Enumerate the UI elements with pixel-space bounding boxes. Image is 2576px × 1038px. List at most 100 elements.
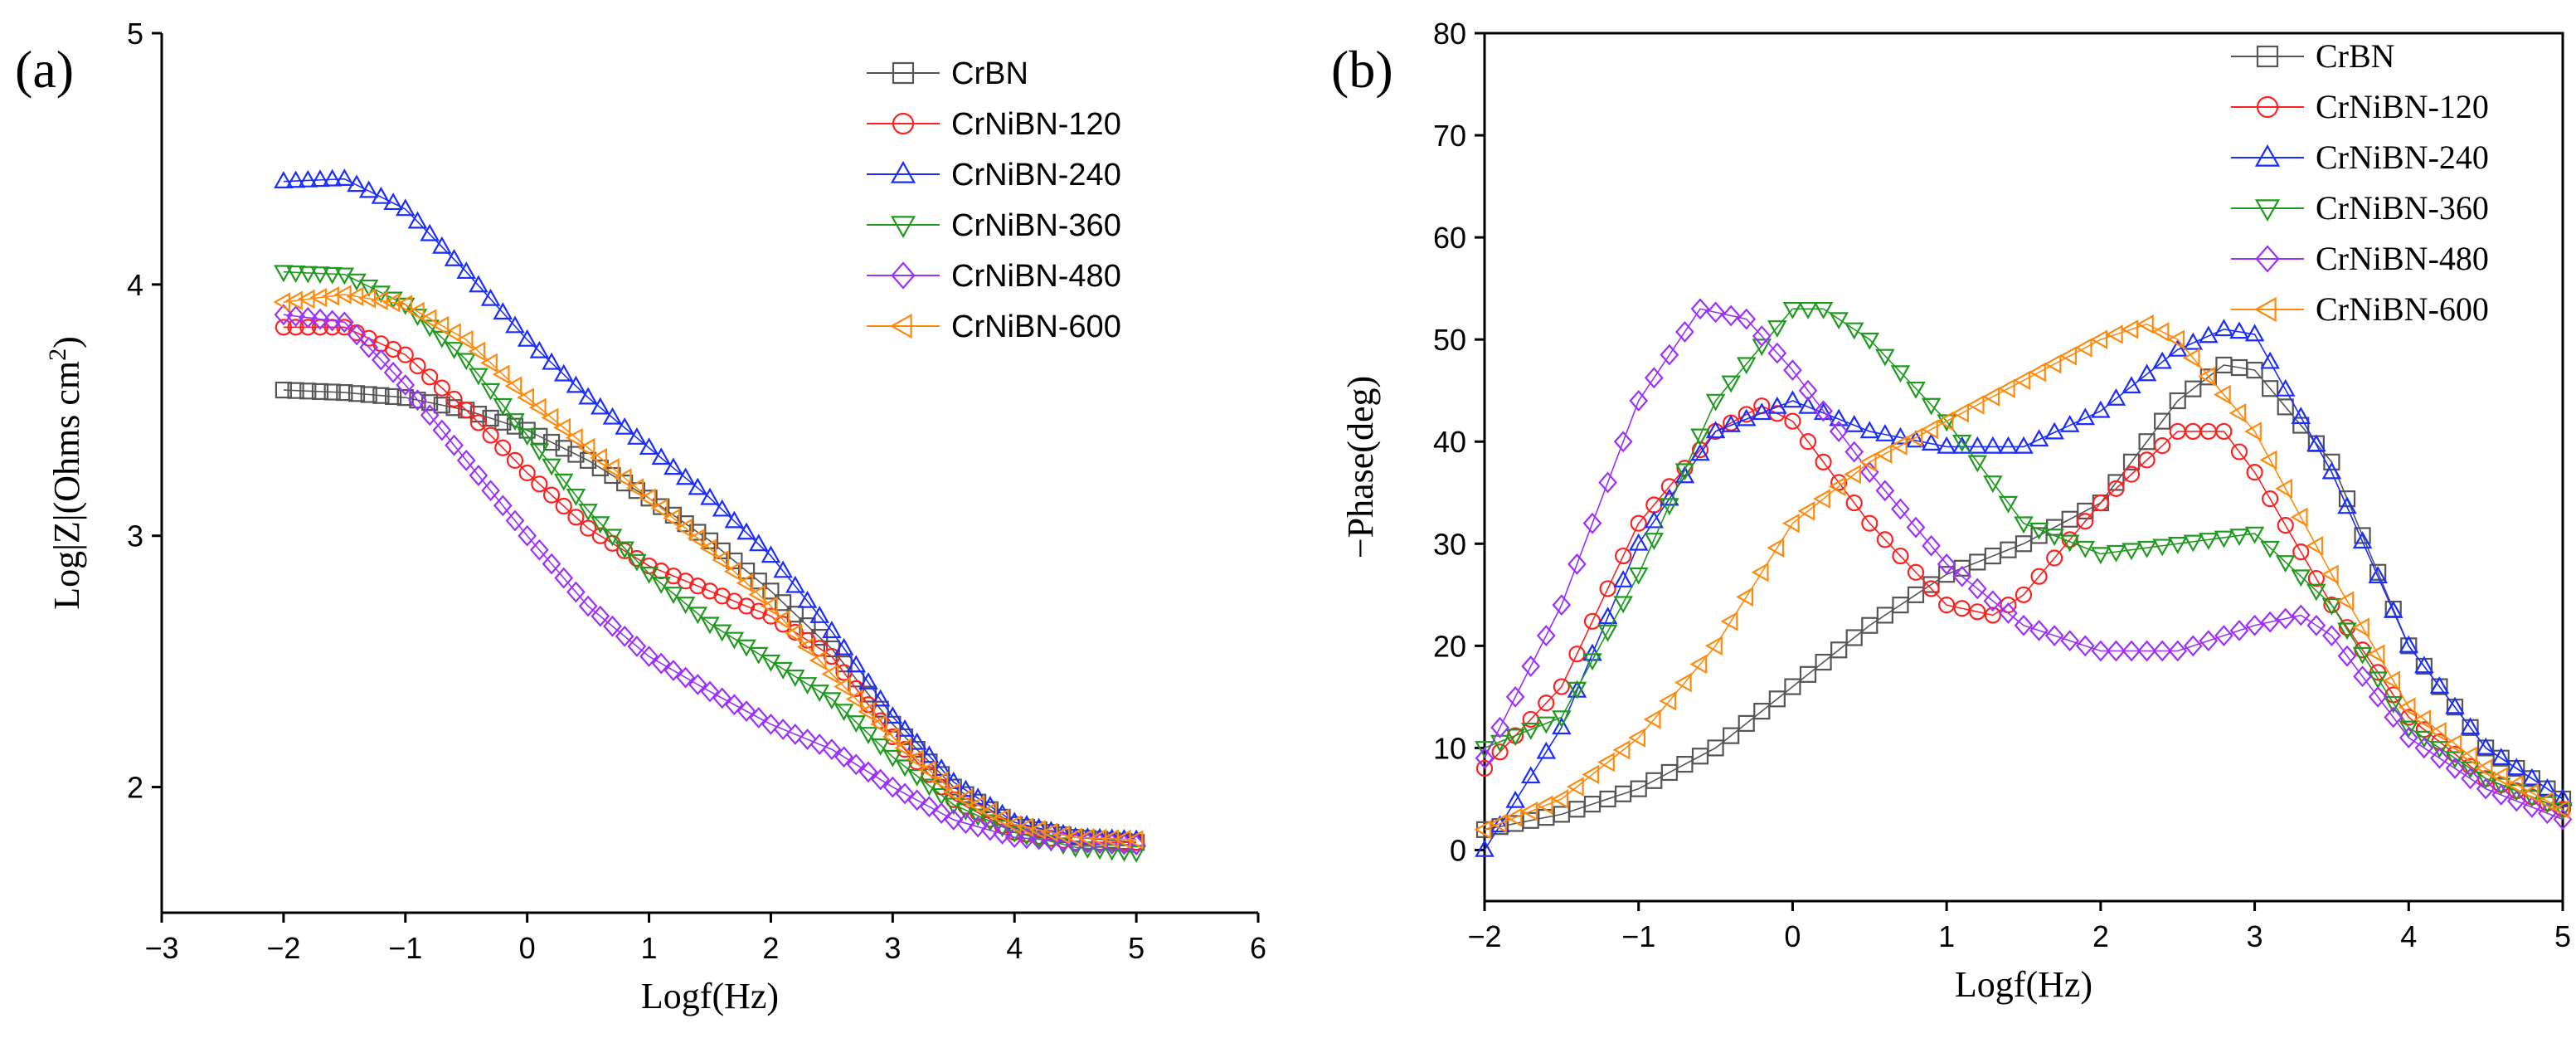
x-axis-title: Logf(Hz) [641, 976, 779, 1016]
series-crnibn-480 [1475, 298, 2573, 831]
legend-label-crnibn-480: CrNiBN-480 [2316, 240, 2489, 277]
data-point-crnibn-240 [1921, 433, 1942, 451]
data-point-crnibn-360 [420, 319, 440, 338]
legend-marker-crnibn-600 [889, 313, 912, 339]
data-point-crnibn-360 [919, 778, 940, 797]
data-point-crnibn-600 [2013, 370, 2031, 391]
data-point-crnibn-120 [469, 414, 488, 431]
data-point-crbn [677, 515, 694, 533]
data-point-crnibn-120 [2292, 543, 2310, 561]
data-point-crnibn-120 [2061, 531, 2078, 548]
data-point-crnibn-240 [2383, 600, 2403, 618]
data-point-crnibn-120 [2215, 422, 2233, 441]
data-point-crnibn-600 [2090, 329, 2108, 349]
data-point-crnibn-240 [2044, 422, 2064, 440]
data-point-crnibn-120 [421, 368, 439, 386]
data-point-crnibn-480 [1613, 431, 1633, 453]
data-point-crnibn-240 [2167, 339, 2188, 357]
legend-label-crbn: CrBN [951, 56, 1028, 91]
data-point-crnibn-480 [286, 305, 305, 327]
data-point-crnibn-240 [627, 427, 647, 445]
x-tick-label: 5 [1128, 931, 1145, 965]
data-point-crnibn-240 [2537, 778, 2558, 796]
data-point-crnibn-360 [2429, 741, 2450, 759]
data-point-crnibn-120 [1553, 678, 1570, 695]
data-point-crnibn-240 [432, 236, 452, 254]
data-point-crnibn-240 [858, 671, 878, 690]
data-point-crnibn-600 [1720, 612, 1738, 631]
data-point-crnibn-600 [833, 676, 851, 697]
data-point-crnibn-360 [1983, 475, 2003, 494]
data-point-crnibn-600 [2059, 346, 2078, 366]
data-point-crnibn-120 [482, 426, 499, 444]
data-point-crnibn-600 [2491, 767, 2509, 787]
series-crnibn-240 [1475, 319, 2573, 857]
data-point-crnibn-480 [1475, 747, 1495, 769]
data-point-crnibn-360 [1890, 365, 1911, 383]
data-point-crnibn-360 [1597, 624, 1618, 642]
data-point-crnibn-240 [358, 180, 379, 198]
data-point-crnibn-240 [724, 510, 745, 529]
data-point-crnibn-360 [2522, 790, 2542, 808]
data-point-crnibn-480 [736, 700, 756, 723]
data-point-crnibn-480 [2445, 758, 2465, 779]
data-point-crnibn-360 [310, 266, 330, 285]
data-point-crnibn-600 [431, 315, 450, 336]
data-point-crnibn-600 [2213, 384, 2231, 405]
x-tick-label: 0 [1784, 919, 1801, 953]
data-point-crnibn-480 [1752, 325, 1772, 347]
data-point-crnibn-480 [529, 538, 549, 561]
data-point-crnibn-480 [1505, 685, 1525, 708]
data-point-crnibn-360 [1859, 332, 1880, 350]
data-point-crnibn-120 [2030, 568, 2048, 585]
data-point-crnibn-480 [2107, 640, 2126, 662]
data-point-crnibn-480 [907, 789, 927, 811]
data-point-crnibn-600 [1797, 501, 1815, 521]
data-point-crnibn-360 [931, 787, 951, 806]
data-point-crnibn-600 [967, 795, 985, 816]
data-point-crnibn-240 [1782, 390, 1803, 408]
data-point-crnibn-600 [1659, 691, 1677, 711]
data-point-crnibn-120 [1907, 563, 1925, 581]
data-point-crnibn-360 [542, 458, 561, 476]
data-point-crnibn-480 [2399, 727, 2418, 749]
data-point-crbn [1768, 690, 1786, 708]
data-point-crnibn-120 [287, 319, 304, 336]
data-point-crbn [1922, 576, 1940, 593]
data-point-crnibn-480 [1937, 553, 1956, 575]
data-point-crnibn-360 [1844, 322, 1864, 340]
data-point-crnibn-360 [1767, 320, 1787, 338]
data-point-crnibn-240 [274, 171, 294, 188]
data-point-crnibn-240 [2522, 768, 2542, 786]
data-point-crnibn-480 [1783, 359, 1802, 382]
data-point-crnibn-480 [2122, 640, 2141, 662]
data-point-crnibn-480 [1721, 305, 1741, 327]
data-point-crnibn-360 [1736, 357, 1757, 375]
data-point-crbn [1861, 616, 1879, 634]
x-tick-label: 6 [1250, 931, 1266, 965]
data-point-crnibn-480 [1598, 471, 1617, 494]
data-point-crnibn-360 [2183, 534, 2204, 553]
data-point-crbn [287, 382, 304, 399]
data-point-crnibn-480 [809, 733, 829, 756]
data-point-crbn [1784, 678, 1801, 695]
data-point-crnibn-240 [298, 169, 318, 188]
data-point-crbn [348, 385, 366, 402]
series-line-crbn [283, 389, 1137, 843]
data-point-crbn [555, 440, 572, 457]
data-point-crbn [713, 542, 731, 559]
data-point-crnibn-480 [1660, 344, 1679, 366]
data-point-crnibn-360 [322, 266, 343, 285]
data-point-crnibn-240 [1752, 402, 1772, 421]
panel-label: (b) [1331, 40, 1393, 99]
data-point-crnibn-360 [1567, 681, 1587, 699]
data-point-crnibn-480 [420, 404, 440, 426]
data-point-crnibn-600 [772, 610, 790, 630]
data-point-crbn [275, 381, 292, 399]
data-point-crnibn-360 [407, 309, 428, 327]
data-point-crnibn-240 [553, 363, 574, 382]
data-point-crnibn-360 [1752, 339, 1772, 357]
data-point-crnibn-480 [1983, 590, 2003, 612]
data-point-crnibn-600 [2028, 362, 2046, 383]
series-line-crnibn-480 [283, 314, 1137, 846]
